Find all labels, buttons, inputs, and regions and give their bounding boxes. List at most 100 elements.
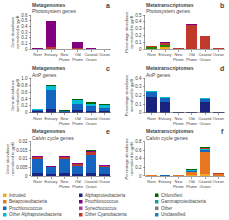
svg-text:Metatranscriptomes: Metatranscriptomes — [146, 2, 194, 8]
svg-text:0: 0 — [139, 47, 142, 52]
svg-text:Alphaproteobacteria: Alphaproteobacteria — [85, 193, 126, 198]
svg-text:Gene abundancenormalised to gy: Gene abundancenormalised to gyrB — [10, 15, 20, 49]
svg-text:OldPlume: OldPlume — [72, 117, 83, 126]
svg-text:Other Cyanobacteria: Other Cyanobacteria — [85, 212, 127, 217]
svg-text:0.01: 0.01 — [19, 156, 28, 161]
svg-text:0.2: 0.2 — [135, 93, 142, 98]
svg-text:Metagenomes: Metagenomes — [32, 65, 66, 71]
svg-text:0.3: 0.3 — [135, 84, 142, 89]
svg-text:0.4: 0.4 — [21, 24, 28, 29]
svg-text:Other Alphaproteobacteria: Other Alphaproteobacteria — [9, 212, 62, 217]
svg-text:NewPlume: NewPlume — [173, 53, 184, 62]
svg-text:a: a — [106, 2, 110, 9]
svg-text:Metagenomes: Metagenomes — [32, 128, 66, 134]
svg-text:0.4: 0.4 — [21, 97, 28, 102]
svg-text:Ocean: Ocean — [213, 117, 224, 121]
svg-text:0.4: 0.4 — [135, 19, 142, 24]
svg-text:NewPlume: NewPlume — [173, 180, 184, 189]
svg-text:Ocean: Ocean — [99, 180, 110, 184]
svg-text:NewPlume: NewPlume — [59, 117, 70, 126]
svg-text:0.2: 0.2 — [21, 103, 28, 108]
svg-text:NewPlume: NewPlume — [173, 117, 184, 126]
svg-text:Estuary: Estuary — [45, 117, 58, 121]
svg-text:Unclassified: Unclassified — [161, 212, 186, 217]
svg-text:f: f — [221, 128, 224, 135]
svg-text:AnP genes: AnP genes — [32, 72, 57, 78]
svg-text:Ocean: Ocean — [213, 53, 224, 57]
svg-text:0.3: 0.3 — [21, 30, 28, 35]
svg-text:CoastalOcean: CoastalOcean — [199, 180, 212, 189]
svg-text:0.2: 0.2 — [135, 33, 142, 38]
svg-text:Metagenomes: Metagenomes — [32, 2, 66, 8]
svg-text:0.8: 0.8 — [21, 83, 28, 88]
svg-text:0.4: 0.4 — [135, 156, 142, 161]
svg-text:NewPlume: NewPlume — [59, 53, 70, 62]
svg-text:0.1: 0.1 — [135, 40, 142, 45]
svg-text:c: c — [106, 65, 110, 72]
svg-text:Intruded: Intruded — [9, 193, 26, 198]
svg-text:0.3: 0.3 — [135, 26, 142, 31]
svg-text:0.8: 0.8 — [135, 139, 142, 144]
svg-text:Metatranscriptomes: Metatranscriptomes — [146, 65, 194, 71]
svg-text:River: River — [147, 180, 157, 184]
svg-text:0.015: 0.015 — [16, 148, 28, 153]
svg-text:River: River — [33, 117, 43, 121]
svg-text:Gene abundancenormalised to gy: Gene abundancenormalised to gyrB — [10, 79, 20, 113]
svg-text:OldPlume: OldPlume — [186, 117, 197, 126]
svg-text:Gene abundancenormalised to gy: Gene abundancenormalised to gyrB — [5, 142, 15, 176]
svg-text:OldPlume: OldPlume — [72, 180, 83, 189]
svg-text:Percentage abundancenormalised: Percentage abundancenormalised to gyrB — [124, 74, 134, 116]
svg-text:0.1: 0.1 — [135, 102, 142, 107]
svg-text:Estuary: Estuary — [159, 117, 172, 121]
svg-text:NewPlume: NewPlume — [59, 180, 70, 189]
svg-text:Calvin cycle genes: Calvin cycle genes — [146, 135, 188, 141]
svg-text:b: b — [220, 2, 224, 9]
svg-text:0.5: 0.5 — [21, 18, 28, 23]
svg-text:0: 0 — [139, 174, 142, 179]
svg-text:0: 0 — [25, 110, 28, 115]
svg-text:1.0: 1.0 — [21, 76, 28, 81]
svg-text:Ocean: Ocean — [213, 180, 224, 184]
svg-text:0.5: 0.5 — [135, 13, 142, 18]
svg-text:River: River — [147, 53, 157, 57]
svg-text:0.6: 0.6 — [135, 148, 142, 153]
svg-text:CoastalOcean: CoastalOcean — [85, 53, 98, 62]
svg-text:CoastalOcean: CoastalOcean — [85, 180, 98, 189]
svg-text:d: d — [220, 65, 224, 72]
svg-text:Percentage abundancenormalised: Percentage abundancenormalised to gyrB — [124, 11, 134, 53]
svg-text:Photosystem genes: Photosystem genes — [146, 8, 190, 14]
svg-text:River: River — [147, 117, 157, 121]
svg-text:OldPlume: OldPlume — [186, 180, 197, 189]
svg-text:Chloroflexi: Chloroflexi — [161, 193, 182, 198]
svg-text:0.02: 0.02 — [19, 139, 28, 144]
svg-text:0: 0 — [25, 47, 28, 52]
svg-text:Metatranscriptomes: Metatranscriptomes — [146, 128, 194, 134]
svg-text:CoastalOcean: CoastalOcean — [199, 53, 212, 62]
svg-text:Betaproteobacteria: Betaproteobacteria — [9, 199, 48, 204]
svg-text:CoastalOcean: CoastalOcean — [199, 117, 212, 126]
svg-text:0: 0 — [139, 110, 142, 115]
svg-text:Prochlorococcus: Prochlorococcus — [85, 199, 119, 204]
svg-text:Synechococcus: Synechococcus — [85, 206, 117, 211]
svg-text:AnP genes: AnP genes — [146, 72, 171, 78]
svg-text:0.2: 0.2 — [135, 165, 142, 170]
svg-text:e: e — [106, 128, 110, 135]
svg-text:0.1: 0.1 — [21, 41, 28, 46]
svg-text:Estuary: Estuary — [159, 180, 172, 184]
svg-text:0.4: 0.4 — [135, 76, 142, 81]
svg-text:CoastalOcean: CoastalOcean — [85, 117, 98, 126]
svg-text:0.6: 0.6 — [21, 13, 28, 18]
svg-text:Gammaproteobacteria: Gammaproteobacteria — [161, 199, 206, 204]
svg-text:River: River — [33, 180, 43, 184]
svg-text:OldPlume: OldPlume — [186, 53, 197, 62]
svg-text:Estuary: Estuary — [45, 180, 58, 184]
svg-text:0.2: 0.2 — [21, 35, 28, 40]
svg-text:River: River — [33, 53, 43, 57]
svg-text:Ocean: Ocean — [99, 53, 110, 57]
svg-text:Other: Other — [161, 206, 173, 211]
svg-text:Photosystem genes: Photosystem genes — [32, 8, 76, 14]
svg-text:Calvin cycle genes: Calvin cycle genes — [32, 135, 74, 141]
svg-text:OldPlume: OldPlume — [72, 53, 83, 62]
svg-text:0: 0 — [25, 174, 28, 179]
svg-text:Percentage abundancenormalised: Percentage abundancenormalised to gyrB — [124, 137, 134, 179]
